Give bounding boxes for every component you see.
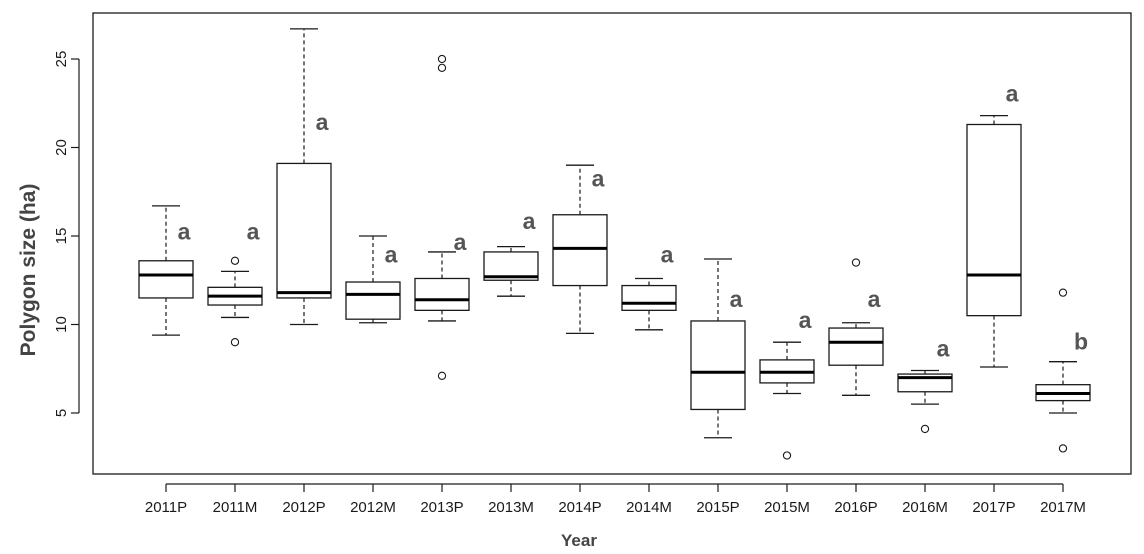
iqr-box: [690, 320, 746, 411]
iqr-box: [621, 284, 677, 311]
box-2012P: a: [276, 28, 332, 326]
box-2011M: a: [207, 219, 263, 347]
y-tick-label: 20: [53, 139, 70, 156]
x-tick-label: 2013M: [488, 499, 534, 516]
x-tick-label: 2016P: [834, 499, 877, 516]
y-tick-label: 10: [53, 316, 70, 333]
box-2017M: b: [1035, 288, 1091, 453]
iqr-box: [828, 327, 884, 366]
significance-letter: a: [730, 286, 743, 312]
box-2014M: a: [621, 242, 677, 331]
x-tick-label: 2012P: [282, 499, 325, 516]
significance-letter: a: [592, 165, 605, 191]
significance-letter: a: [316, 109, 329, 135]
box-2016P: a: [828, 258, 884, 396]
box-2015M: a: [759, 307, 815, 460]
significance-letter: a: [247, 219, 260, 245]
x-tick-label: 2017P: [972, 499, 1015, 516]
box-2012M: a: [345, 235, 401, 324]
significance-letter: b: [1074, 328, 1088, 354]
box-2017P: a: [966, 80, 1022, 368]
iqr-box: [966, 123, 1022, 317]
x-tick-label: 2015P: [696, 499, 739, 516]
outlier-point: [437, 54, 447, 64]
significance-letter: a: [868, 286, 881, 312]
box-2013M: a: [483, 208, 539, 297]
x-tick-label: 2015M: [764, 499, 810, 516]
outlier-point: [851, 258, 861, 267]
outlier-point: [230, 338, 240, 347]
box-2013P: a: [414, 54, 470, 380]
significance-letter: a: [661, 242, 674, 268]
outlier-point: [1058, 288, 1068, 297]
plot-frame: [92, 12, 1132, 475]
x-tick-label: 2017M: [1040, 499, 1086, 516]
outlier-point: [782, 451, 792, 460]
box-2016M: a: [897, 335, 953, 434]
outlier-point: [1058, 444, 1068, 453]
outlier-point: [920, 424, 930, 434]
box-2014P: a: [552, 164, 608, 335]
significance-letter: a: [178, 219, 191, 245]
x-tick-label: 2014M: [626, 499, 672, 516]
outlier-point: [230, 256, 240, 265]
x-tick-label: 2016M: [902, 499, 948, 516]
y-axis-ticks: 5 10 15 20 25: [53, 51, 79, 417]
x-tick-label: 2011P: [145, 499, 187, 516]
x-tick-label: 2014P: [558, 499, 601, 516]
outlier-point: [437, 371, 447, 380]
significance-letter: a: [385, 242, 398, 268]
y-tick-label: 5: [53, 409, 70, 417]
y-tick-label: 25: [53, 51, 70, 68]
significance-letter: a: [937, 335, 950, 361]
x-axis-title: Year: [561, 531, 597, 550]
outlier-point: [437, 63, 447, 72]
iqr-box: [345, 281, 401, 320]
iqr-box: [552, 214, 608, 287]
x-tick-label: 2013P: [420, 499, 463, 516]
significance-letter: a: [523, 208, 536, 234]
box-2011P: a: [138, 205, 194, 336]
significance-letter: a: [454, 229, 467, 255]
x-axis-ticks: 2011P 2011M 2012P 2012M 2013P 2013M 2014P 2014M…: [145, 484, 1086, 516]
y-axis-title: Polygon size (ha): [17, 184, 40, 357]
y-tick-label: 15: [53, 228, 70, 245]
box-series: a a a a a a a a a a a a a b: [138, 28, 1091, 460]
significance-letter: a: [1006, 80, 1019, 106]
x-tick-label: 2011M: [213, 499, 258, 516]
significance-letter: a: [799, 307, 812, 333]
iqr-box: [138, 260, 194, 299]
x-tick-label: 2012M: [350, 499, 396, 516]
box-2015P: a: [690, 258, 746, 439]
iqr-box: [414, 277, 470, 311]
iqr-box: [276, 162, 332, 299]
